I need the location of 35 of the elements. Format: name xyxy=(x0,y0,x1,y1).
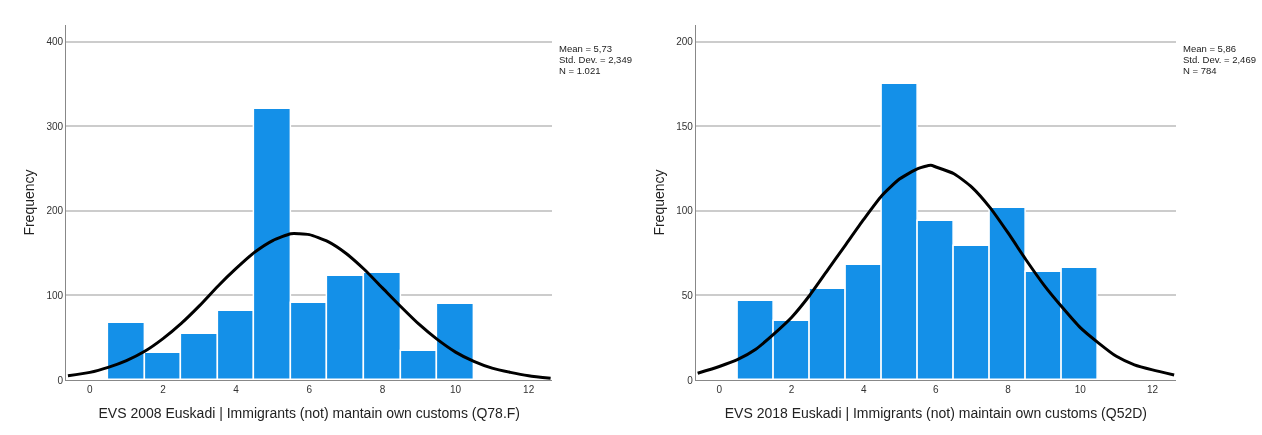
x-tick-label: 6 xyxy=(933,384,940,395)
text: Std. Dev. = 2,349 xyxy=(559,54,632,65)
y-axis-title: Frequency xyxy=(21,169,38,236)
x-tick-label: 10 xyxy=(449,384,462,395)
x-tick-label: 0 xyxy=(87,384,94,395)
x-tick-label: 12 xyxy=(1146,384,1159,395)
text: Mean = 5,73 xyxy=(559,43,613,54)
x-tick-label: 2 xyxy=(160,384,167,395)
x-axis-title: EVS 2018 Euskadi | Immigrants (not) maintain own customs (Q52D) xyxy=(724,405,1148,422)
y-tick-label: 400 xyxy=(46,36,64,48)
text: Mean = 5,86 xyxy=(1183,43,1237,54)
y-tick-label: 0 xyxy=(687,374,694,386)
y-tick-label: 150 xyxy=(676,120,694,132)
y-tick-label: 200 xyxy=(46,205,64,217)
x-tick-label: 8 xyxy=(379,384,386,395)
y-tick-label: 200 xyxy=(676,36,694,48)
x-tick-label: 4 xyxy=(860,384,867,395)
x-tick-label: 8 xyxy=(1005,384,1012,395)
y-tick-label: 0 xyxy=(57,374,64,386)
x-tick-label: 6 xyxy=(306,384,313,395)
text: Std. Dev. = 2,469 xyxy=(1183,54,1256,65)
x-axis-title: EVS 2008 Euskadi | Immigrants (not) mantain own customs (Q78.F) xyxy=(98,405,521,422)
x-tick-label: 0 xyxy=(716,384,723,395)
x-tick-label: 10 xyxy=(1074,384,1087,395)
x-tick-label: 2 xyxy=(788,384,795,395)
text: N = 1.021 xyxy=(559,65,601,76)
y-tick-label: 100 xyxy=(676,205,694,217)
x-tick-label: 4 xyxy=(233,384,240,395)
y-tick-label: 100 xyxy=(46,289,64,301)
text: N = 784 xyxy=(1183,65,1217,76)
y-tick-label: 300 xyxy=(46,120,64,132)
x-tick-label: 12 xyxy=(523,384,535,395)
y-tick-label: 50 xyxy=(681,289,694,301)
y-axis-title: Frequency xyxy=(650,169,667,236)
line-series xyxy=(696,163,1176,377)
